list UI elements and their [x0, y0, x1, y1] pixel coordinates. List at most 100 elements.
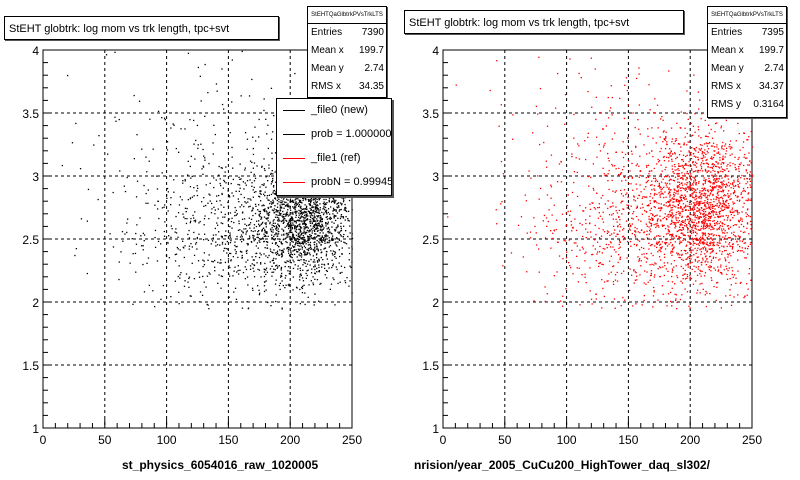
data-point [287, 266, 290, 268]
data-point [271, 170, 273, 172]
data-point [184, 245, 186, 247]
data-point [315, 206, 317, 209]
data-point [729, 252, 731, 255]
data-point [696, 201, 698, 203]
data-point [341, 271, 343, 274]
data-point [721, 187, 723, 189]
data-point [671, 165, 673, 167]
data-point [218, 194, 220, 197]
data-point [730, 255, 732, 257]
data-point [641, 213, 643, 215]
data-point [292, 234, 294, 236]
data-point [335, 257, 337, 259]
data-point [606, 232, 608, 234]
data-point [750, 198, 752, 200]
data-point [747, 164, 749, 166]
data-point [276, 206, 279, 208]
data-point [325, 198, 327, 201]
data-point [238, 190, 240, 192]
data-point [320, 256, 322, 259]
data-point [717, 163, 719, 165]
data-point [677, 210, 679, 213]
data-point [318, 300, 320, 302]
data-point [711, 225, 713, 227]
data-point [705, 243, 708, 245]
data-point [297, 259, 299, 261]
data-point [304, 292, 306, 294]
data-point [148, 160, 150, 162]
data-point [550, 154, 553, 156]
data-point [724, 250, 726, 252]
data-point [688, 150, 690, 152]
data-point [645, 283, 647, 285]
data-point [202, 148, 204, 151]
data-point [695, 182, 697, 184]
data-point [678, 169, 680, 172]
data-point [643, 299, 645, 302]
data-point [333, 209, 335, 211]
data-point [627, 160, 630, 162]
data-point [325, 216, 327, 218]
data-point [325, 233, 327, 236]
data-point [705, 214, 707, 216]
data-point [267, 241, 269, 243]
data-point [589, 290, 591, 292]
data-point [336, 237, 338, 240]
data-point [295, 227, 297, 229]
data-point [710, 237, 712, 240]
data-point [579, 304, 581, 306]
data-point [706, 250, 709, 252]
data-point [681, 253, 683, 255]
data-point [603, 144, 605, 146]
data-point [715, 177, 717, 180]
data-point [573, 242, 575, 244]
data-point [213, 124, 215, 126]
data-point [622, 208, 624, 210]
data-point [672, 269, 674, 272]
data-point [455, 84, 457, 86]
data-point [229, 236, 232, 238]
data-point [658, 192, 660, 194]
data-point [280, 266, 283, 269]
data-point [710, 215, 713, 217]
data-point [700, 251, 703, 253]
data-point [611, 114, 613, 116]
data-point [275, 233, 277, 235]
data-point [720, 163, 722, 165]
data-point [666, 305, 668, 307]
data-point [672, 248, 674, 250]
data-point [703, 215, 705, 218]
data-point [298, 212, 300, 214]
data-point [720, 125, 723, 127]
data-point [279, 238, 281, 240]
data-point [250, 171, 252, 173]
data-point [711, 186, 713, 189]
data-point [729, 198, 731, 201]
data-point [147, 189, 149, 191]
data-point [672, 170, 674, 173]
data-point [571, 191, 574, 194]
data-point [333, 217, 335, 219]
data-point [696, 256, 698, 258]
data-point [652, 254, 654, 257]
data-point [660, 147, 662, 150]
data-point [161, 172, 163, 174]
data-point [744, 242, 747, 244]
data-point [718, 178, 721, 180]
data-point [276, 209, 278, 212]
data-point [649, 175, 651, 177]
data-point [265, 232, 267, 234]
data-point [726, 219, 728, 221]
data-point [193, 195, 195, 197]
data-point [650, 225, 652, 227]
data-point [679, 298, 682, 301]
data-point [723, 238, 725, 240]
data-point [717, 152, 719, 154]
data-point [683, 273, 685, 275]
data-point [286, 241, 288, 244]
data-point [231, 227, 233, 229]
data-point [711, 211, 713, 213]
data-point [341, 253, 343, 255]
data-point [180, 128, 182, 130]
data-point [662, 193, 664, 195]
